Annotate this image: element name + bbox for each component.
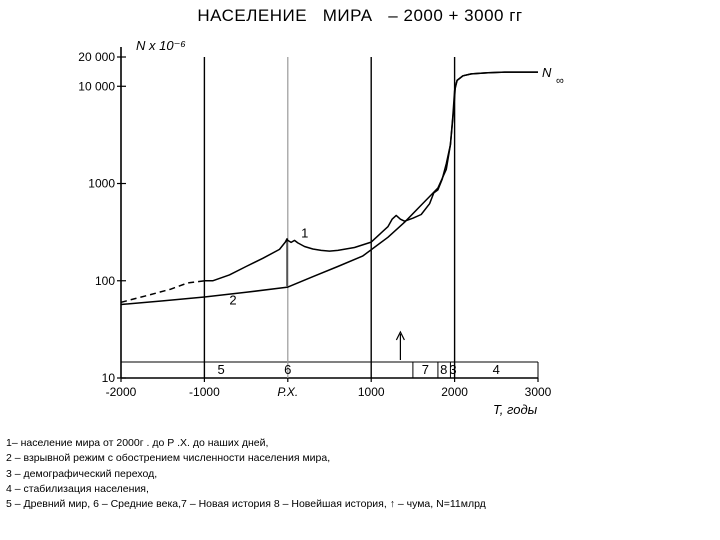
era-label: 8 — [440, 362, 447, 377]
legend-line-3: 3 – демографический переход, — [6, 467, 158, 480]
x-tick-label: -2000 — [106, 385, 137, 399]
page-title: НАСЕЛЕНИЕ МИРА – 2000 + 3000 гг — [197, 6, 523, 25]
asymptote-infinity: ∞ — [556, 75, 564, 87]
y-tick-label: 10 — [102, 371, 116, 385]
series-label-2: 2 — [229, 292, 236, 307]
legend-line-4: 4 – стабилизация населения, — [6, 482, 149, 495]
plague-arrow-head — [395, 330, 405, 341]
x-tick-label: 1000 — [358, 385, 385, 399]
era-label: 6 — [284, 362, 291, 377]
y-tick-label: 10 000 — [78, 79, 115, 93]
era-label: 3 — [449, 362, 456, 377]
series-line-2 — [120, 71, 538, 306]
x-tick-label: Р.Х. — [277, 385, 298, 399]
series-label-1: 1 — [301, 225, 308, 240]
legend-line-2: 2 – взрывной режим с обострением численн… — [6, 452, 331, 465]
asymptote-label: N — [542, 65, 552, 80]
x-tick-label: 2000 — [441, 385, 468, 399]
x-tick-label: 3000 — [525, 385, 552, 399]
era-label: 4 — [493, 362, 500, 377]
legend-line-1: 1– население мира от 2000г . до Р .Х. до… — [6, 437, 269, 449]
y-tick-label: 100 — [95, 274, 115, 288]
x-tick-label: -1000 — [189, 385, 220, 399]
y-tick-label: 20 000 — [78, 50, 115, 64]
era-label: 5 — [217, 362, 224, 377]
legend: 1– население мира от 2000г . до Р .Х. до… — [6, 436, 716, 512]
x-axis-title: T, годы — [493, 402, 538, 417]
era-label: 7 — [422, 362, 429, 377]
y-axis-title: N x 10⁻⁶ — [136, 38, 186, 53]
series-line-dashed — [120, 280, 205, 304]
legend-line-5: 5 – Древний мир, 6 – Средние века,7 – Но… — [6, 498, 486, 511]
y-tick-label: 1000 — [88, 177, 115, 191]
